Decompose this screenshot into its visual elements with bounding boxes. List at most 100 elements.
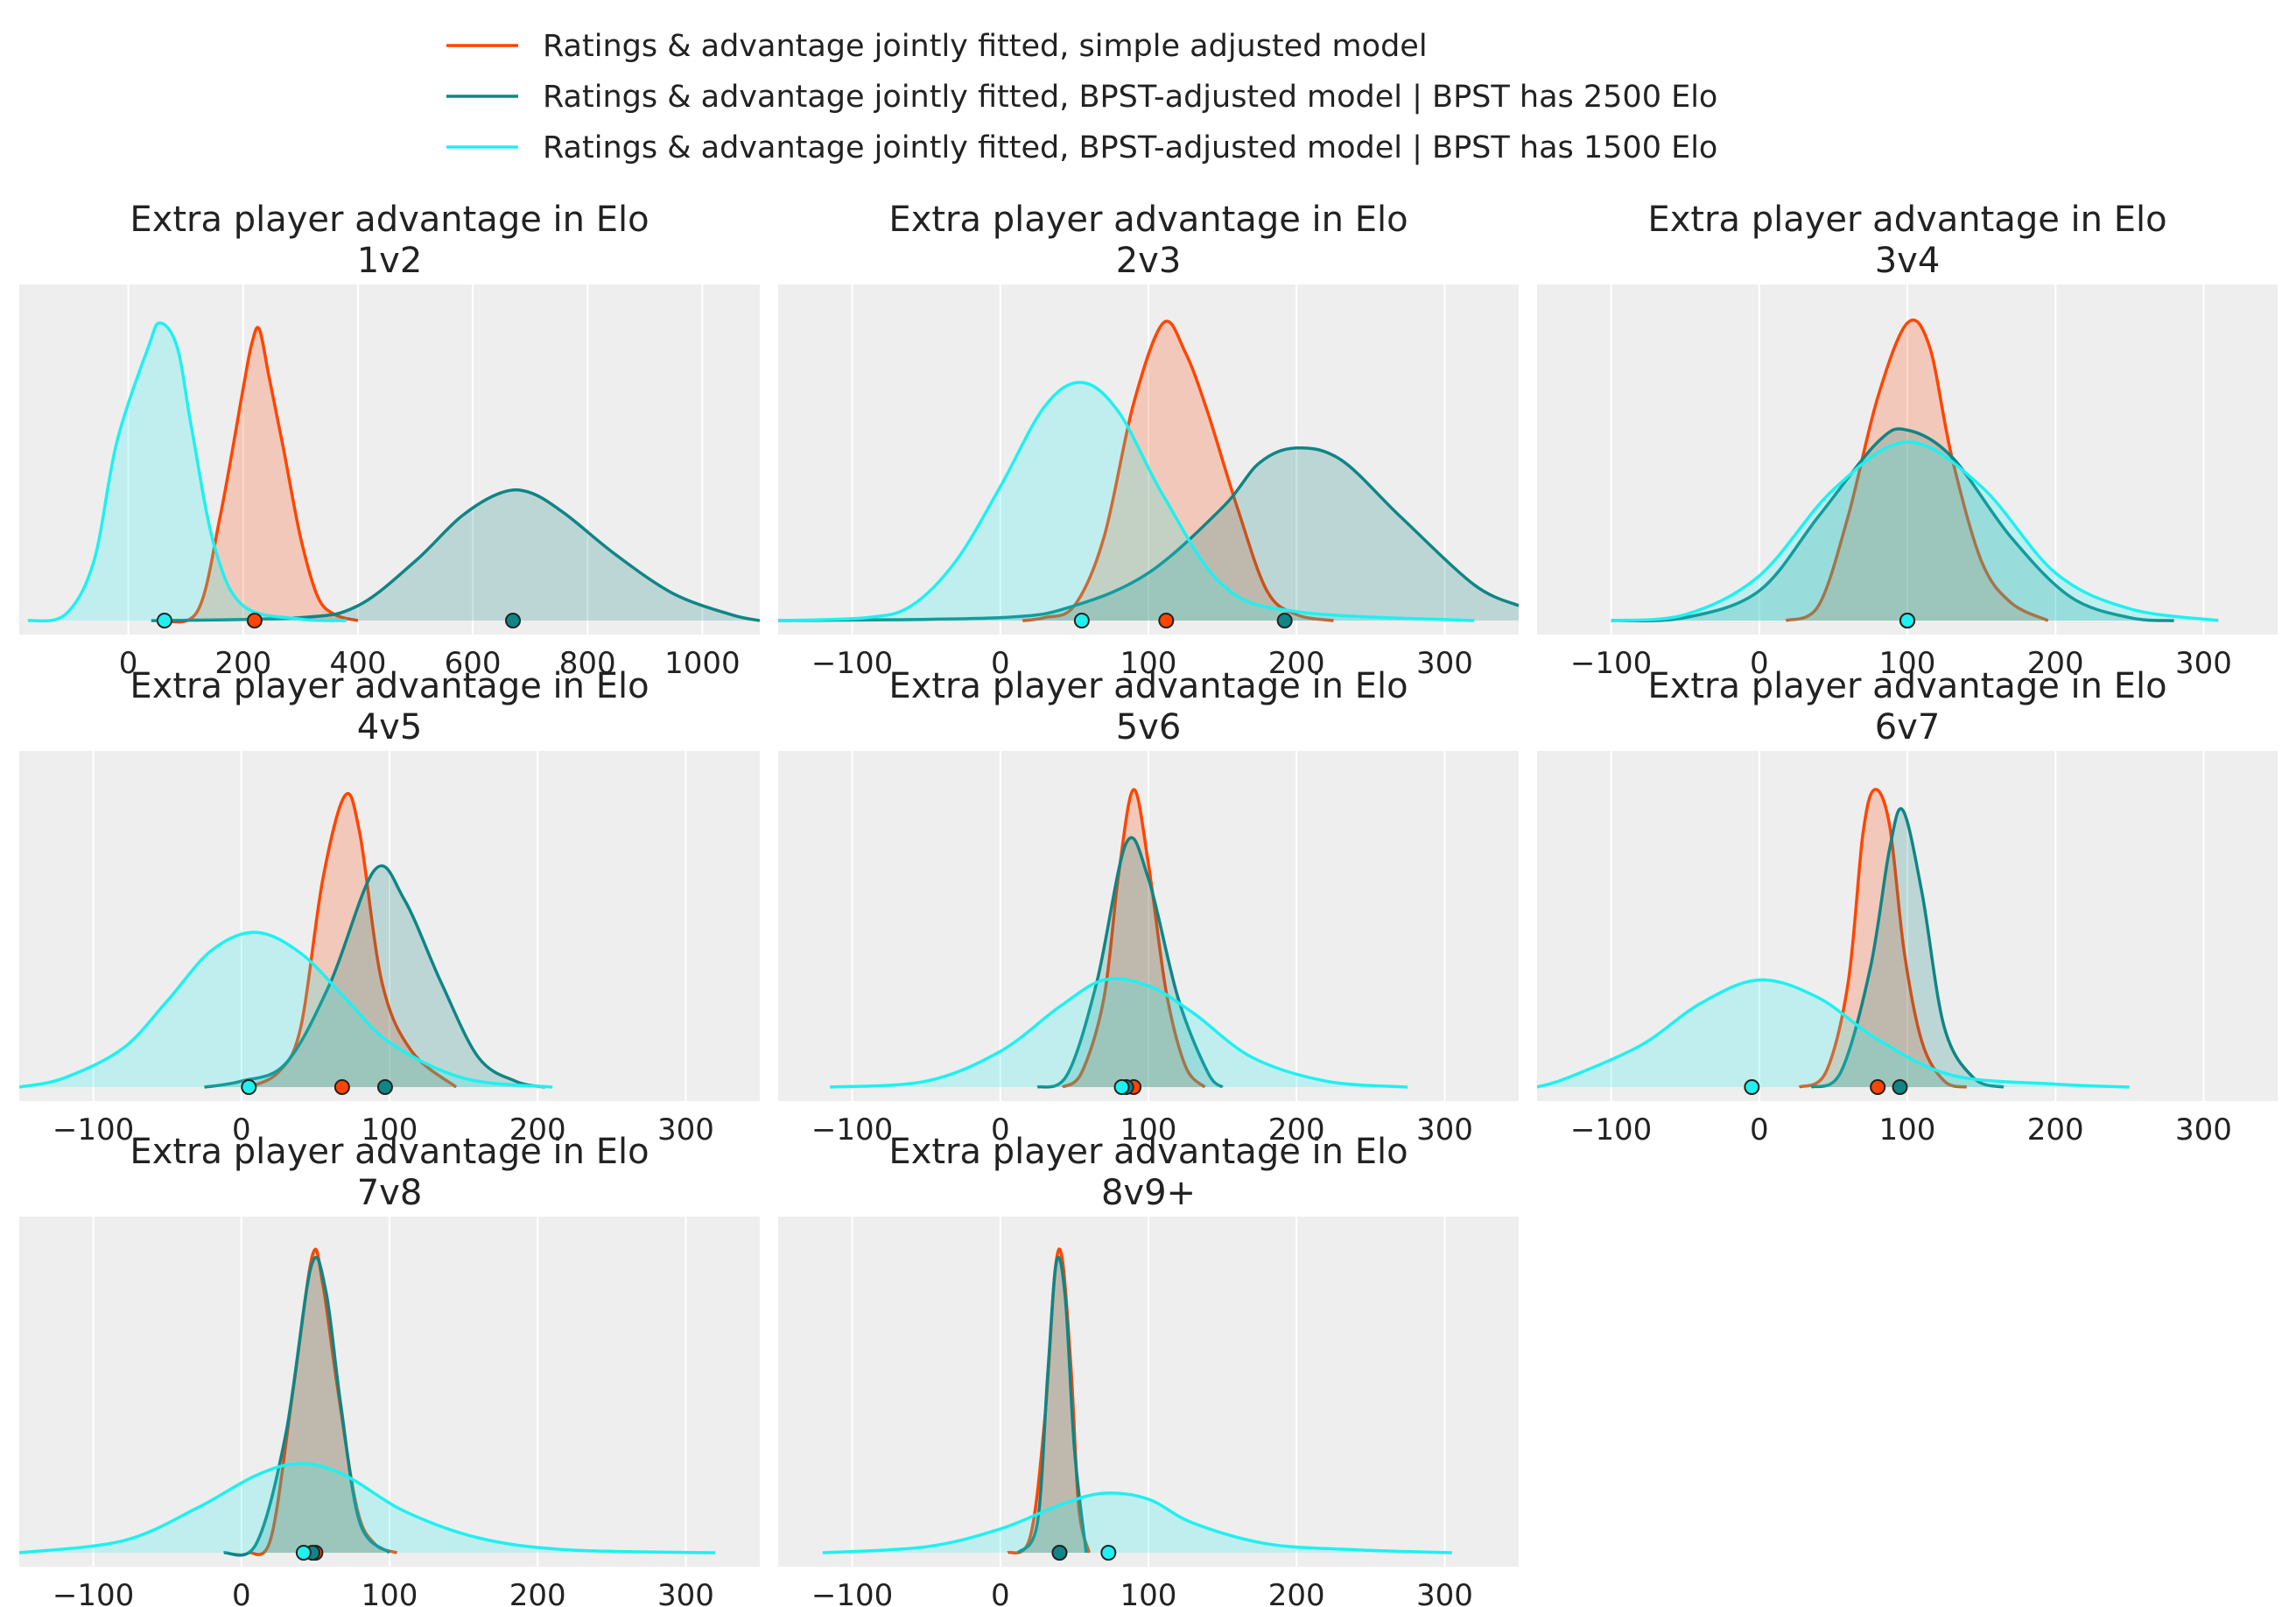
panel-8v9+: −100 0 100 200 300 Extra player advantage in … <box>778 1132 1519 1607</box>
center-marker <box>246 613 263 628</box>
x-tick-label: 100 <box>1120 1578 1177 1607</box>
x-tick-label: 200 <box>1268 1112 1325 1147</box>
density-fill <box>223 1257 390 1555</box>
x-tick-label: 100 <box>362 1112 418 1147</box>
density-fill <box>1022 320 1334 621</box>
legend-entry: Ratings & advantage jointly fitted, BPST… <box>446 80 1717 115</box>
x-tick-label: 300 <box>1416 646 1473 681</box>
x-tick-label: 0 <box>1750 1112 1769 1147</box>
density-fill <box>151 489 760 621</box>
plot-content <box>778 319 1519 628</box>
panel-title: Extra player advantage in Elo <box>130 666 649 706</box>
density-fill <box>249 793 457 1087</box>
density-line <box>1537 978 2130 1089</box>
density-line <box>1785 318 2049 622</box>
x-tick-label: 200 <box>1268 1578 1325 1607</box>
density-line <box>204 864 546 1089</box>
center-marker <box>156 613 172 628</box>
center-marker <box>1113 1079 1130 1095</box>
density-line <box>19 930 553 1089</box>
x-tick-label: 0 <box>991 1578 1010 1607</box>
density-fill <box>1008 1249 1090 1554</box>
plot-content <box>19 1247 716 1561</box>
center-marker <box>334 1079 350 1095</box>
plot-content <box>1537 788 2130 1095</box>
density-line <box>1798 788 1968 1089</box>
center-marker <box>1051 1545 1068 1561</box>
density-fill <box>778 382 1475 621</box>
density-fill <box>1037 837 1223 1087</box>
panel-title: Extra player advantage in Elo <box>1647 666 2166 706</box>
x-tick-label: 100 <box>1120 646 1177 681</box>
legend-entry: Ratings & advantage jointly fitted, BPST… <box>446 130 1717 165</box>
plot-content <box>822 1247 1452 1561</box>
density-fill <box>204 866 545 1087</box>
x-tick-label: 200 <box>2027 646 2084 681</box>
x-tick-label: 200 <box>509 1578 566 1607</box>
x-tick-label: −100 <box>1570 1112 1652 1147</box>
density-fill <box>1786 319 2048 621</box>
x-tick-label: −100 <box>1570 646 1652 681</box>
panel-6v7: −100 0 100 200 300 Extra player advantage in … <box>1537 666 2278 1147</box>
density-fill <box>1537 979 2130 1087</box>
density-fill <box>1611 441 2219 621</box>
x-tick-label: −100 <box>53 1112 134 1147</box>
density-fill <box>27 323 347 621</box>
plot-content <box>27 321 760 628</box>
center-marker <box>505 613 521 628</box>
x-tick-label: 0 <box>232 1112 251 1147</box>
panel-subtitle: 6v7 <box>1875 707 1941 747</box>
plot-content <box>19 792 553 1095</box>
panel-1v2: 0 200 400 600 800 1000 Extra player advantage … <box>19 200 760 681</box>
panel-title: Extra player advantage in Elo <box>1647 200 2166 240</box>
center-marker <box>1158 613 1175 628</box>
panel-title: Extra player advantage in Elo <box>130 1132 649 1172</box>
x-tick-label: 0 <box>991 1112 1010 1147</box>
density-line <box>1061 788 1206 1089</box>
x-tick-label: 200 <box>1268 646 1325 681</box>
density-line <box>822 1491 1452 1554</box>
x-tick-label: 300 <box>657 1112 714 1147</box>
center-marker <box>1899 613 1915 628</box>
panel-subtitle: 2v3 <box>1116 241 1182 281</box>
legend-label: Ratings & advantage jointly fitted, BPST… <box>543 80 1717 115</box>
center-marker <box>1892 1079 1908 1095</box>
density-line <box>151 488 760 622</box>
x-tick-label: 600 <box>445 646 502 681</box>
density-line <box>778 446 1519 622</box>
panel-subtitle: 4v5 <box>357 707 423 747</box>
x-tick-label: −100 <box>811 1112 893 1147</box>
x-tick-label: 200 <box>214 646 271 681</box>
center-marker <box>1100 1545 1117 1561</box>
density-fill <box>19 1463 716 1553</box>
x-tick-label: −100 <box>811 1578 893 1607</box>
density-line <box>1611 427 2174 622</box>
density-line <box>19 1462 716 1554</box>
x-tick-label: 100 <box>362 1578 418 1607</box>
panel-title: Extra player advantage in Elo <box>888 666 1408 706</box>
density-fill <box>19 932 553 1087</box>
density-line <box>27 321 347 623</box>
density-line <box>223 1255 391 1557</box>
legend-label: Ratings & advantage jointly fitted, simp… <box>543 29 1428 64</box>
legend-label: Ratings & advantage jointly fitted, BPST… <box>543 130 1717 165</box>
density-fill <box>1799 789 1967 1087</box>
legend-entry: Ratings & advantage jointly fitted, simp… <box>446 29 1428 64</box>
density-fill <box>249 1249 397 1555</box>
density-fill <box>1611 429 2174 621</box>
center-marker <box>241 1079 257 1095</box>
center-marker <box>1276 613 1293 628</box>
x-tick-label: 300 <box>657 1578 714 1607</box>
density-line <box>1016 1255 1088 1554</box>
x-tick-label: −100 <box>53 1578 134 1607</box>
x-tick-label: 400 <box>329 646 386 681</box>
x-tick-label: 300 <box>1416 1578 1473 1607</box>
center-marker <box>295 1545 312 1561</box>
panel-5v6: −100 0 100 200 300 Extra player advantage in … <box>778 666 1519 1147</box>
panel-4v5: −100 0 100 200 300 Extra player advantage in … <box>19 666 760 1147</box>
center-marker <box>1073 613 1090 628</box>
x-tick-label: 200 <box>2027 1112 2084 1147</box>
density-line <box>1810 807 2005 1089</box>
panel-subtitle: 7v8 <box>357 1173 423 1213</box>
